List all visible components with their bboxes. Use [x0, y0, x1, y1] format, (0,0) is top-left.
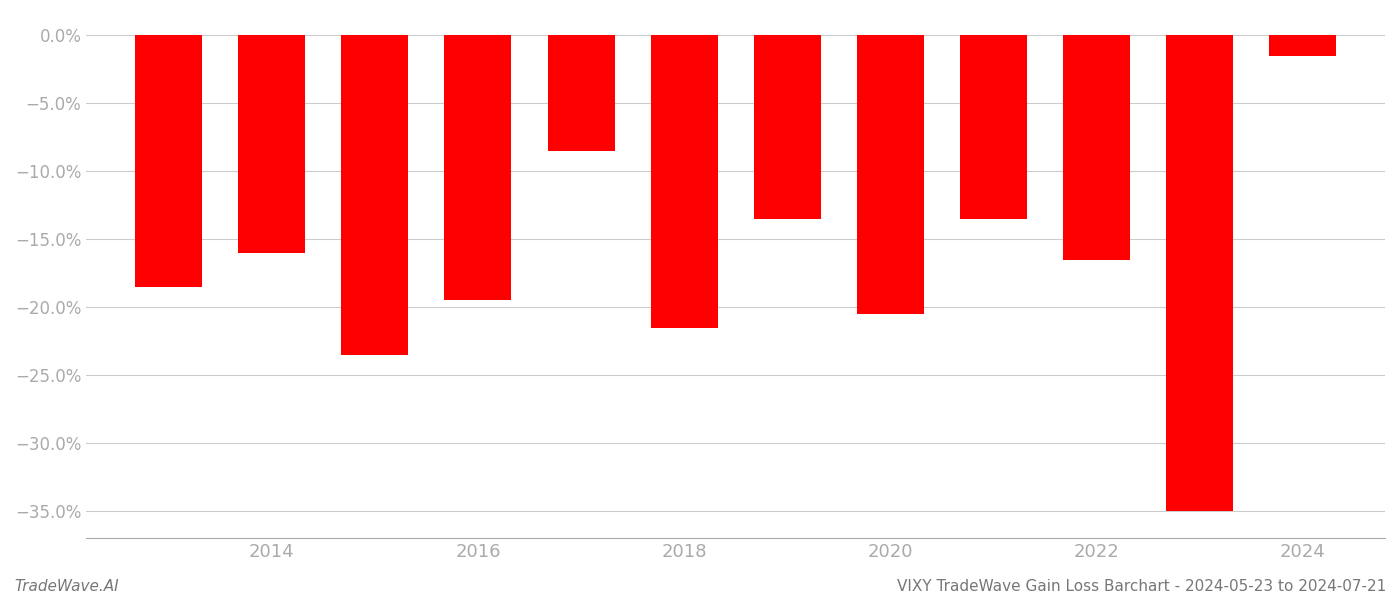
Bar — [1063, 35, 1130, 260]
Bar — [753, 35, 820, 219]
Bar — [547, 35, 615, 151]
Bar — [1166, 35, 1233, 511]
Text: TradeWave.AI: TradeWave.AI — [14, 579, 119, 594]
Text: VIXY TradeWave Gain Loss Barchart - 2024-05-23 to 2024-07-21: VIXY TradeWave Gain Loss Barchart - 2024… — [897, 579, 1386, 594]
Bar — [342, 35, 409, 355]
Bar — [444, 35, 511, 301]
Bar — [238, 35, 305, 253]
Bar — [960, 35, 1026, 219]
Bar — [651, 35, 718, 328]
Bar — [136, 35, 202, 287]
Bar — [1268, 35, 1336, 56]
Bar — [857, 35, 924, 314]
